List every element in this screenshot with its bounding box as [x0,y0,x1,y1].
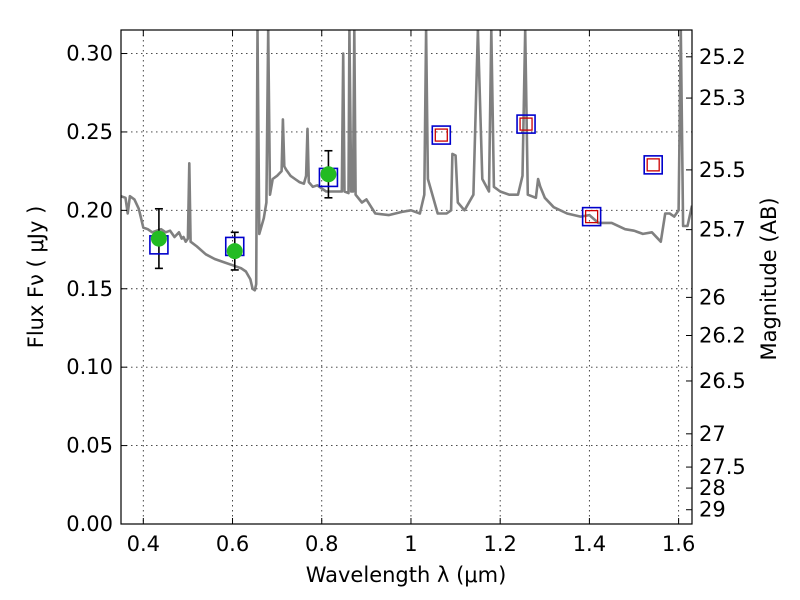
model-photometry-square [581,206,602,227]
y-tick-label: 0.15 [66,277,113,301]
x-tick-label: 0.6 [216,532,249,556]
plot-frame [120,29,693,525]
y2-tick-label: 29 [699,498,726,522]
model-photometry-inner-square [646,158,660,172]
series-layer [121,30,692,292]
sed-model-line [121,30,692,292]
y-axis-label: Flux Fν ( μJy ) [24,206,48,349]
model-photometry-inner-square [584,209,599,224]
y2-tick-label: 25.2 [699,45,746,69]
plot-area [121,30,692,292]
model-photometry-inner-square [519,117,533,131]
y2-tick-label: 27.5 [699,455,746,479]
y2-tick-label: 25.3 [699,86,746,110]
model-photometry-square [643,155,663,175]
observed-photometry-point [226,243,243,260]
y-tick-label: 0.05 [66,434,113,458]
x-tick-label: 1.6 [662,532,695,556]
observed-photometry-point [150,230,167,247]
y-tick-label: 0.25 [66,120,113,144]
x-tick-label: 1.2 [483,532,516,556]
y2-tick-label: 26.2 [699,323,746,347]
x-axis-label: Wavelength λ (μm) [306,563,507,587]
y2-tick-label: 28 [699,476,726,500]
axes: 0.4 0.6 0.8 1 1.2 1.4 1.6 0.00 0.05 0.10 0.15 0.20 0… [66,29,746,556]
y2-tick-label: 25.5 [699,158,746,182]
model-photometry-square [516,114,536,134]
y-tick-label: 0.00 [66,512,113,536]
model-photometry-square [431,125,452,145]
x-tick-label: 0.4 [127,532,160,556]
y2-axis-label: Magnitude (AB) [757,197,781,360]
y-tick-label: 0.20 [66,198,113,222]
x-tick-label: 0.8 [305,532,338,556]
grid [121,30,692,524]
model-photometry-inner-square [434,128,448,142]
observed-photometry-point [320,166,337,183]
y2-tick-label: 26.5 [699,369,746,393]
y2-tick-label: 27 [699,422,726,446]
x-tick-label: 1 [404,532,417,556]
y-tick-label: 0.10 [66,355,113,379]
y2-tick-label: 25.7 [699,218,746,242]
y-tick-label: 0.30 [66,42,113,66]
y2-tick-label: 26 [699,285,726,309]
x-tick-label: 1.4 [573,532,606,556]
